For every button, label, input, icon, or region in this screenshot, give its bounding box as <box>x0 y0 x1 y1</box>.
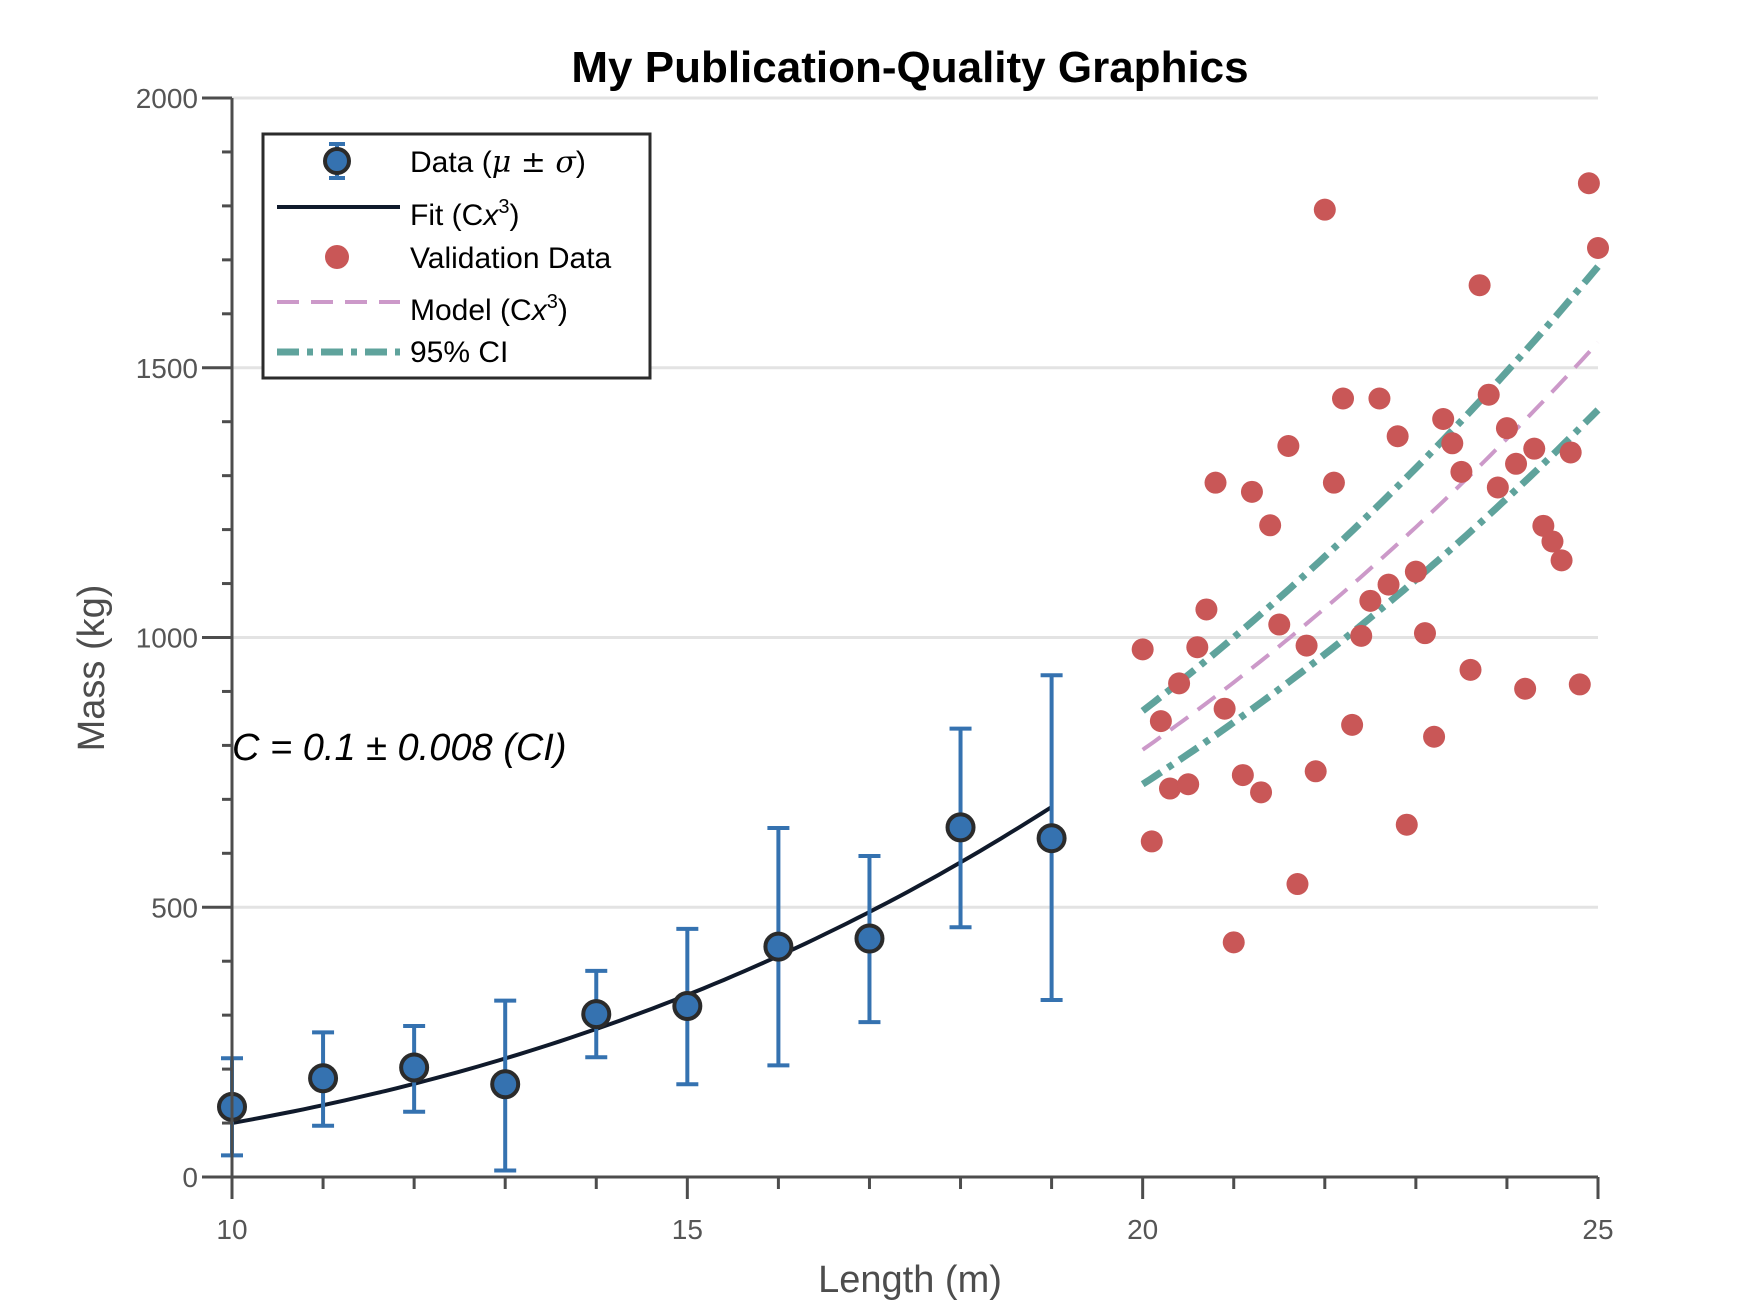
data-point <box>581 999 612 1030</box>
validation-point <box>1432 408 1455 431</box>
validation-point <box>1523 437 1546 460</box>
validation-point <box>1222 931 1245 954</box>
model-line <box>1141 341 1600 752</box>
validation-point <box>1295 634 1318 657</box>
validation-points <box>1131 172 1609 954</box>
validation-point <box>1213 697 1236 720</box>
data-point <box>308 1063 339 1094</box>
validation-point <box>1231 764 1254 787</box>
x-axis-label: Length (m) <box>818 1259 1002 1301</box>
validation-point <box>1332 387 1355 410</box>
x-tick-label-15: 15 <box>672 1214 703 1245</box>
legend-fit-label: Fit (Cx3) <box>410 196 519 232</box>
validation-point <box>1204 471 1227 494</box>
x-tick-label-25: 25 <box>1582 1214 1613 1245</box>
validation-point <box>1277 434 1300 457</box>
y-axis-label: Mass (kg) <box>71 585 113 752</box>
validation-point <box>1386 425 1409 448</box>
legend-validation-marker <box>325 245 349 269</box>
validation-point <box>1286 873 1309 896</box>
validation-point <box>1322 471 1345 494</box>
ci-lines <box>1140 264 1601 788</box>
validation-point <box>1587 236 1609 259</box>
y-tick-label-0: 0 <box>182 1162 198 1193</box>
axes: 0 500 1000 1500 2000 10 15 20 25 <box>136 83 1614 1245</box>
legend-data-label: Data (μ ± σ) <box>410 145 586 180</box>
validation-point <box>1423 725 1446 748</box>
data-point <box>490 1069 521 1100</box>
validation-point <box>1395 813 1418 836</box>
y-tick-label-1500: 1500 <box>136 353 198 384</box>
validation-point <box>1477 383 1500 406</box>
validation-point <box>1177 773 1200 796</box>
validation-point <box>1559 441 1582 464</box>
validation-point <box>1459 658 1482 681</box>
x-tick-label-20: 20 <box>1127 1214 1158 1245</box>
validation-point <box>1505 452 1528 475</box>
data-points <box>217 812 1067 1122</box>
validation-point <box>1577 172 1600 195</box>
validation-point <box>1486 476 1509 499</box>
validation-point <box>1359 589 1382 612</box>
legend: Data (μ ± σ) Fit (Cx3) Validation Data M… <box>261 132 652 380</box>
y-tick-label-1000: 1000 <box>136 623 198 654</box>
validation-point <box>1268 613 1291 636</box>
validation-point <box>1413 622 1436 645</box>
validation-point <box>1149 710 1172 733</box>
x-tick-label-10: 10 <box>216 1214 247 1245</box>
validation-point <box>1259 514 1282 537</box>
validation-point <box>1441 432 1464 455</box>
validation-point <box>1195 598 1218 621</box>
validation-point <box>1304 760 1327 783</box>
legend-validation-label: Validation Data <box>410 242 612 275</box>
y-tick-label-2000: 2000 <box>136 83 198 114</box>
validation-point <box>1450 460 1473 483</box>
validation-point <box>1313 198 1336 221</box>
validation-point <box>1550 549 1573 572</box>
validation-point <box>1350 624 1373 647</box>
validation-point <box>1541 530 1564 553</box>
validation-point <box>1250 781 1273 804</box>
validation-point <box>1368 387 1391 410</box>
validation-point <box>1186 636 1209 659</box>
validation-point <box>1341 713 1364 736</box>
data-point <box>854 923 885 954</box>
validation-point <box>1404 560 1427 583</box>
validation-point <box>1140 830 1163 853</box>
model-line-group <box>1141 341 1600 752</box>
data-point <box>945 812 976 843</box>
validation-point <box>1377 573 1400 596</box>
fit-line <box>231 805 1053 1125</box>
data-point <box>763 931 794 962</box>
legend-data-marker <box>323 142 351 180</box>
ci-upper-line <box>1140 264 1601 714</box>
validation-point <box>1240 480 1263 503</box>
legend-model-label: Model (Cx3) <box>410 291 568 327</box>
y-tick-label-500: 500 <box>151 892 198 923</box>
data-point <box>399 1052 430 1083</box>
validation-point <box>1468 274 1491 297</box>
validation-point <box>1131 638 1154 661</box>
validation-point <box>1158 777 1181 800</box>
ci-lower-line <box>1140 407 1601 788</box>
legend-ci-label: 95% CI <box>410 336 508 369</box>
chart-title: My Publication-Quality Graphics <box>571 43 1248 92</box>
fit-line-group <box>231 805 1053 1125</box>
validation-point <box>1495 417 1518 440</box>
validation-point <box>1168 672 1191 695</box>
coefficient-annotation: C = 0.1 ± 0.008 (CI) <box>232 727 567 769</box>
data-point <box>1036 823 1067 854</box>
data-point <box>672 990 703 1021</box>
validation-point <box>1568 673 1591 696</box>
validation-point <box>1514 677 1537 700</box>
